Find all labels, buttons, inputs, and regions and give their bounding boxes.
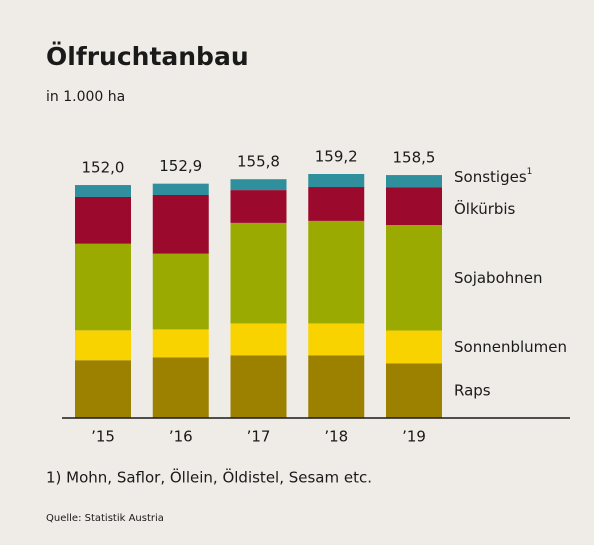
bar-segment bbox=[308, 220, 365, 324]
x-tick-label: ’15 bbox=[91, 428, 115, 446]
bar-segment bbox=[75, 330, 131, 361]
legend-note: 1 bbox=[527, 167, 533, 177]
legend-name: Sonnenblumen bbox=[454, 337, 567, 355]
bar-segment bbox=[308, 355, 365, 418]
total-label: 158,5 bbox=[393, 149, 436, 167]
total-label: 155,8 bbox=[237, 153, 280, 171]
total-label: 152,0 bbox=[82, 159, 125, 177]
total-label: 159,2 bbox=[315, 148, 358, 166]
bar-segment bbox=[308, 323, 365, 356]
bar-segment bbox=[230, 355, 287, 418]
bar-segment bbox=[230, 179, 287, 191]
bar-segment bbox=[386, 363, 442, 418]
bar-segment bbox=[152, 194, 209, 254]
x-tick-label: ’19 bbox=[402, 428, 426, 446]
bar-segment bbox=[75, 243, 131, 331]
bar-segment bbox=[152, 357, 209, 418]
bar-segment bbox=[75, 185, 131, 197]
bar-segment bbox=[75, 196, 131, 244]
bar-segment bbox=[386, 330, 442, 364]
bar-segment bbox=[386, 225, 442, 331]
bar-segment bbox=[230, 323, 287, 356]
chart-title: Ölfruchtanbau bbox=[46, 41, 249, 71]
legend-label: Ölkürbis bbox=[454, 199, 516, 218]
legend-name: Ölkürbis bbox=[454, 199, 516, 218]
bar-segment bbox=[152, 253, 209, 330]
bar-segment bbox=[152, 183, 209, 195]
bar-segment bbox=[308, 174, 365, 188]
x-tick-label: ’17 bbox=[247, 428, 271, 446]
bar-segment bbox=[308, 187, 365, 221]
bar-segment bbox=[230, 190, 287, 223]
legend-label: Sojabohnen bbox=[454, 268, 543, 286]
source: Quelle: Statistik Austria bbox=[46, 513, 164, 524]
legend-name: Raps bbox=[454, 381, 491, 399]
legend-name: Sojabohnen bbox=[454, 268, 543, 286]
legend-label: Raps bbox=[454, 381, 491, 399]
footnote: 1) Mohn, Saflor, Öllein, Öldistel, Sesam… bbox=[46, 468, 372, 487]
x-tick-label: ’16 bbox=[169, 428, 193, 446]
bar-segment bbox=[152, 329, 209, 358]
legend-name: Sonstiges bbox=[454, 168, 527, 186]
total-label: 152,9 bbox=[159, 157, 202, 175]
legend-label: Sonnenblumen bbox=[454, 337, 567, 355]
bar-segment bbox=[386, 175, 442, 188]
bar-segment bbox=[230, 222, 287, 324]
legend-label: Sonstiges1 bbox=[454, 167, 532, 186]
bar-segment bbox=[75, 360, 131, 418]
bar-segment bbox=[386, 187, 442, 226]
chart-subtitle: in 1.000 ha bbox=[46, 89, 125, 105]
x-tick-label: ’18 bbox=[324, 428, 348, 446]
